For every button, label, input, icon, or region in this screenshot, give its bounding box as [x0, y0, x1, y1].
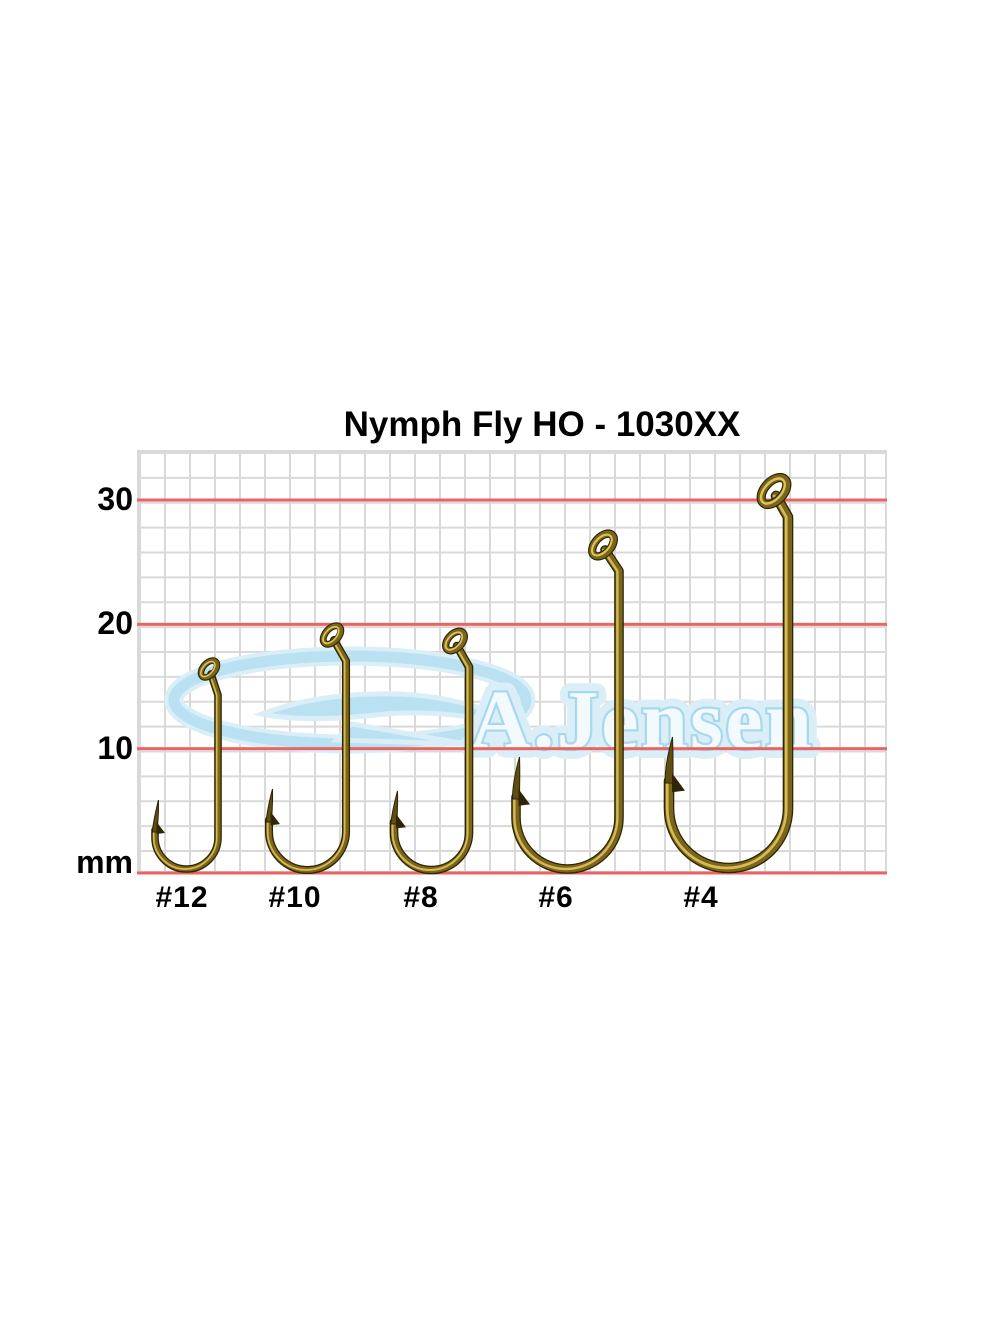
hook-barb: [396, 814, 406, 829]
red-grid-lines: [137, 498, 887, 875]
svg-text:A.Jensen: A.Jensen: [470, 674, 814, 767]
hook-4: [663, 472, 794, 874]
hook-8: [389, 627, 474, 875]
hook-size-label-8: #8: [403, 881, 439, 914]
hook-size-label-12: #12: [155, 881, 209, 914]
red-line-0mm: [137, 871, 887, 875]
hook-barb: [156, 822, 165, 834]
red-line-10mm: [137, 747, 887, 751]
axis-tick-30: 30: [97, 481, 133, 517]
hook-12: [151, 657, 222, 873]
page-title: Nymph Fly HO - 1030XX: [343, 405, 741, 444]
hook-barb: [270, 812, 280, 826]
hook-barb: [672, 773, 685, 793]
hook-size-label-10: #10: [268, 881, 322, 914]
axis-tick-10: 10: [97, 729, 133, 766]
hook-barb: [518, 789, 530, 806]
hook-10: [264, 622, 351, 875]
hook-size-label-4: #4: [683, 881, 719, 914]
fly-hooks: [151, 472, 794, 875]
hook-size-label-6: #6: [538, 881, 574, 914]
red-line-20mm: [137, 622, 887, 626]
axis-unit-label: mm: [76, 844, 133, 880]
red-line-30mm: [137, 498, 887, 502]
axis-tick-20: 20: [97, 605, 133, 642]
hook-6: [511, 529, 624, 874]
svg-text:A.Jensen: A.Jensen: [470, 674, 814, 767]
